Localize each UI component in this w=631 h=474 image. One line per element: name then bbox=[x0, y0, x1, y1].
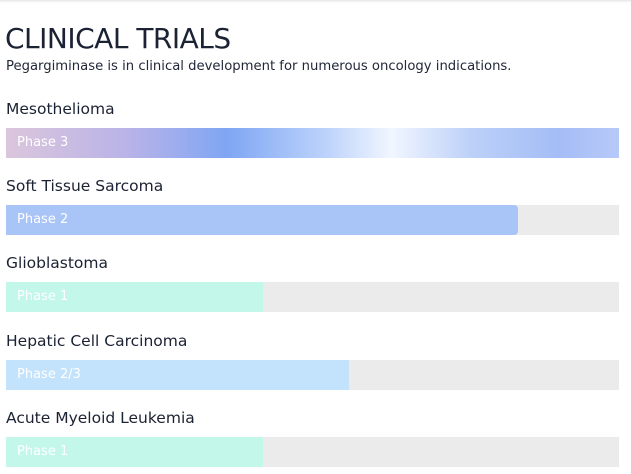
progress-track: Phase 2/3 bbox=[6, 360, 619, 390]
progress-track: Phase 3 bbox=[6, 128, 619, 158]
trial-name: Glioblastoma bbox=[6, 254, 108, 272]
trial-soft-tissue-sarcoma: Soft Tissue Sarcoma Phase 2 bbox=[6, 176, 619, 235]
trial-name: Acute Myeloid Leukemia bbox=[6, 409, 195, 427]
page-intro: Pegargiminase is in clinical development… bbox=[6, 59, 512, 74]
trial-glioblastoma: Glioblastoma Phase 1 bbox=[6, 253, 619, 312]
trial-hepatic-cell-carcinoma: Hepatic Cell Carcinoma Phase 2/3 bbox=[6, 331, 619, 390]
trial-name: Mesothelioma bbox=[6, 100, 115, 118]
trial-name: Hepatic Cell Carcinoma bbox=[6, 332, 188, 350]
progress-track: Phase 1 bbox=[6, 437, 619, 467]
trial-acute-myeloid-leukemia: Acute Myeloid Leukemia Phase 1 bbox=[6, 408, 619, 467]
progress-track: Phase 2 bbox=[6, 205, 619, 235]
progress-fill: Phase 1 bbox=[6, 437, 264, 467]
page-title: CLINICAL TRIALS bbox=[5, 21, 231, 55]
phase-label: Phase 1 bbox=[17, 289, 69, 304]
progress-fill: Phase 3 bbox=[6, 128, 619, 158]
progress-fill: Phase 1 bbox=[6, 282, 264, 312]
phase-label: Phase 2 bbox=[17, 212, 69, 227]
progress-fill: Phase 2/3 bbox=[6, 360, 350, 390]
phase-label: Phase 2/3 bbox=[17, 367, 81, 382]
progress-track: Phase 1 bbox=[6, 282, 619, 312]
trial-name: Soft Tissue Sarcoma bbox=[6, 177, 164, 195]
phase-label: Phase 1 bbox=[17, 444, 69, 459]
top-shadow bbox=[0, 0, 631, 3]
trial-mesothelioma: Mesothelioma Phase 3 bbox=[6, 99, 619, 158]
progress-fill: Phase 2 bbox=[6, 205, 518, 235]
phase-label: Phase 3 bbox=[17, 135, 69, 150]
